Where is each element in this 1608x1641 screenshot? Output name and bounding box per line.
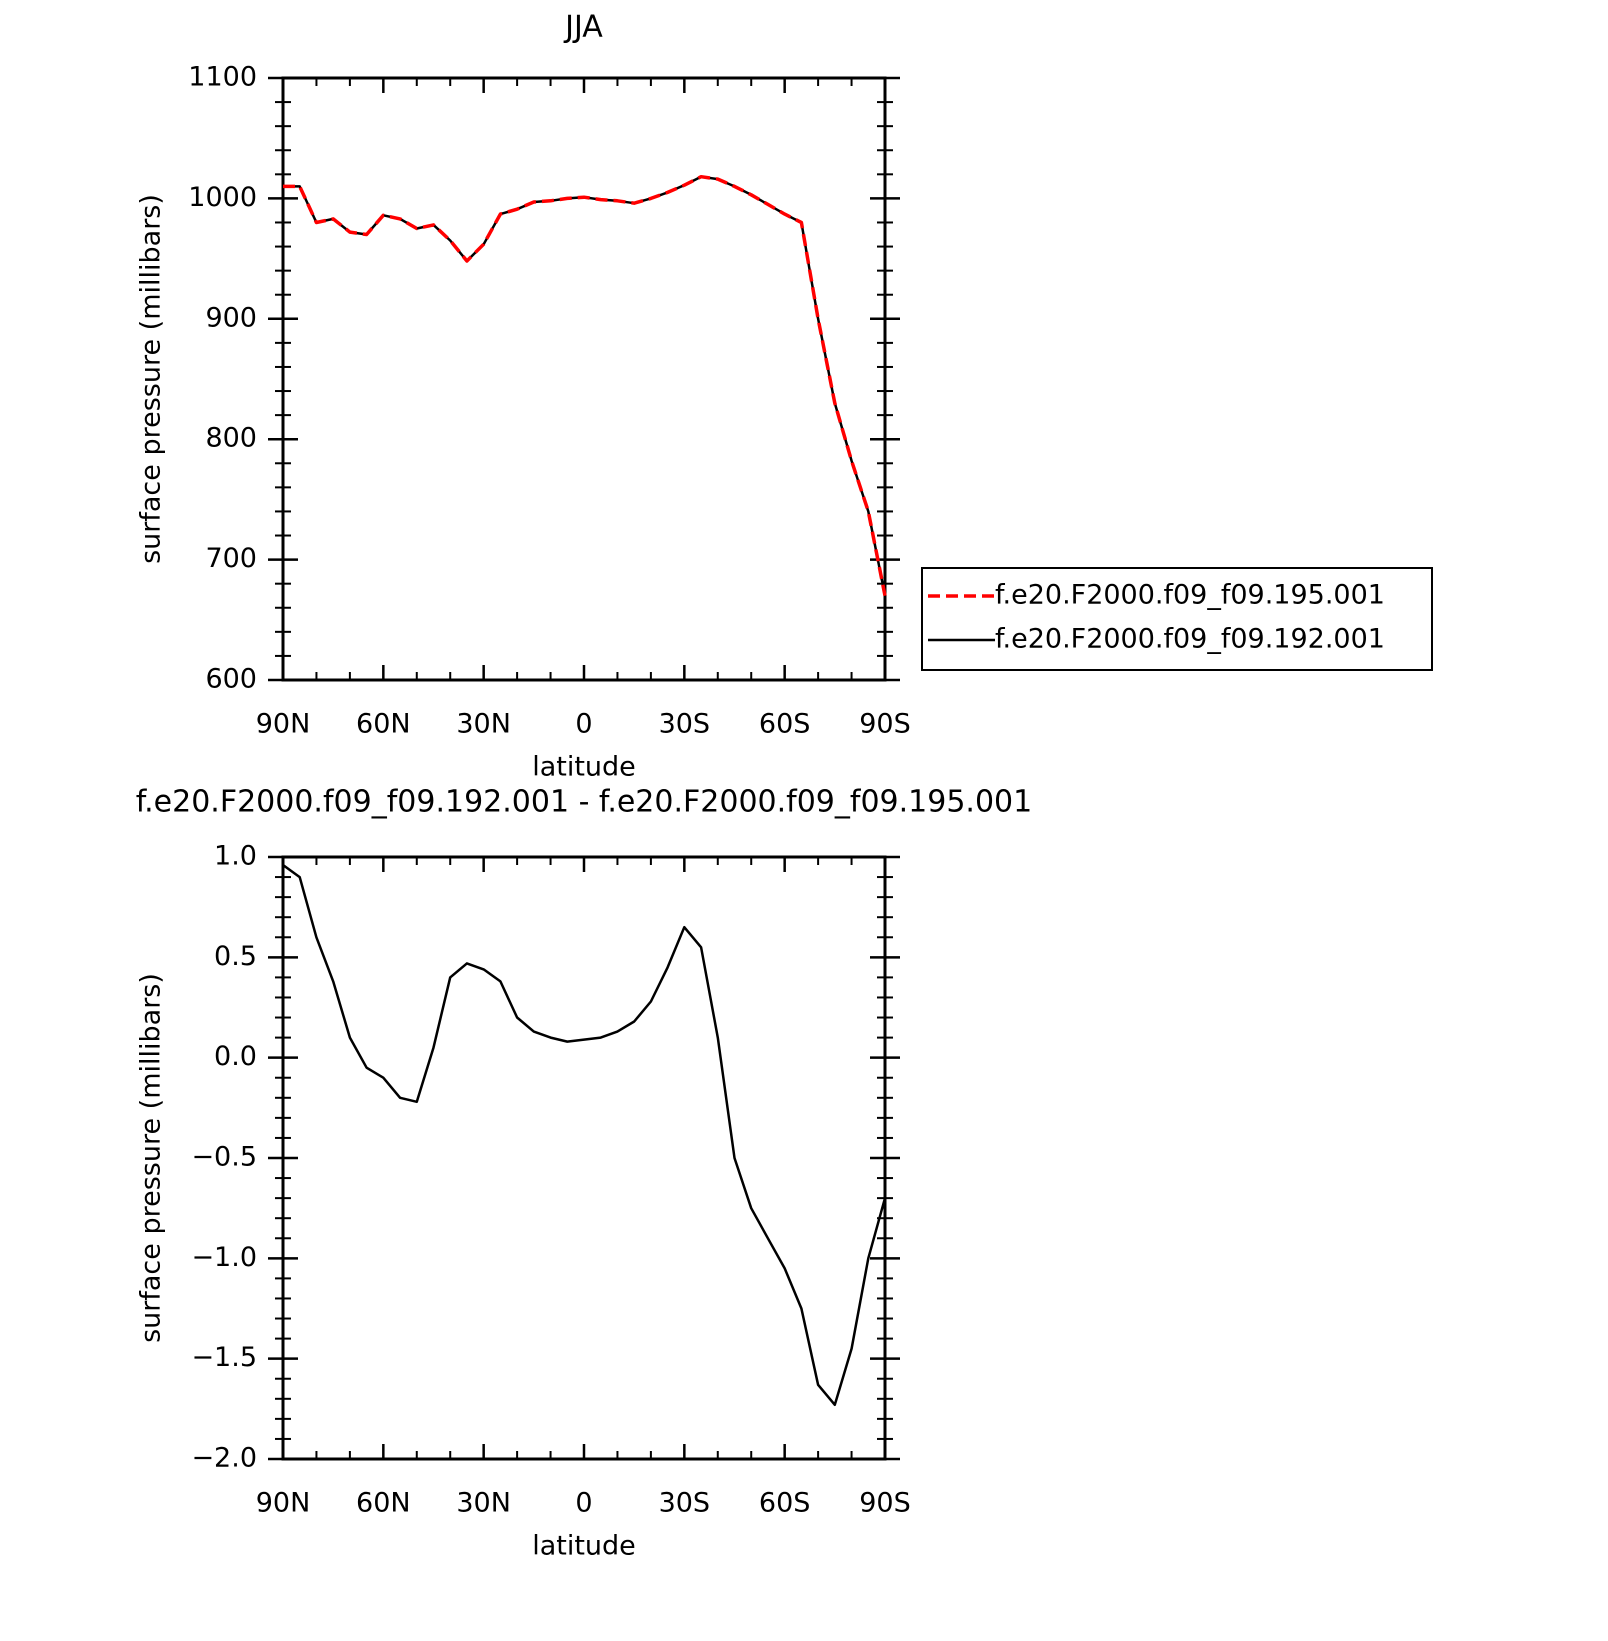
data-line [282, 863, 887, 1407]
x-tick-label: 30S [659, 1488, 711, 1519]
y-tick-label: −1.0 [191, 1242, 257, 1273]
y-tick-label: 1000 [188, 182, 257, 213]
y-tick-label: −0.5 [191, 1142, 257, 1173]
plot-frame [281, 76, 887, 682]
y-tick-label: 0.5 [214, 941, 257, 972]
y-tick-label: −1.5 [191, 1342, 257, 1373]
x-axis-label: latitude [532, 752, 636, 783]
y-tick-label: 0.0 [214, 1041, 257, 1072]
y-axis-label: surface pressure (millibars) [136, 194, 167, 564]
y-tick-label: −2.0 [191, 1443, 257, 1474]
y-tick-label: 600 [205, 664, 257, 695]
x-tick-label: 30N [456, 709, 511, 740]
y-tick-label: 900 [205, 302, 257, 333]
legend-label: f.e20.F2000.f09_f09.195.001 [995, 580, 1385, 611]
x-tick-label: 90N [256, 709, 311, 740]
y-tick-label: 1.0 [214, 841, 257, 872]
legend-box [921, 567, 1433, 671]
y-tick-label: 700 [205, 543, 257, 574]
x-tick-label: 0 [575, 709, 592, 740]
y-tick-label: 1100 [188, 62, 257, 93]
legend-label: f.e20.F2000.f09_f09.192.001 [995, 624, 1385, 655]
x-tick-label: 90N [256, 1488, 311, 1519]
y-axis-label: surface pressure (millibars) [136, 973, 167, 1343]
x-axis-label: latitude [532, 1531, 636, 1562]
x-tick-label: 60S [759, 1488, 811, 1519]
chart-title: f.e20.F2000.f09_f09.192.001 - f.e20.F200… [136, 785, 1032, 820]
x-tick-label: 60N [356, 709, 411, 740]
x-tick-label: 30S [659, 709, 711, 740]
x-tick-label: 60N [356, 1488, 411, 1519]
x-tick-label: 60S [759, 709, 811, 740]
x-tick-label: 90S [859, 1488, 911, 1519]
chart-title: JJA [563, 10, 603, 45]
x-tick-label: 30N [456, 1488, 511, 1519]
x-tick-label: 90S [859, 709, 911, 740]
plot-frame [281, 855, 887, 1461]
data-line [283, 175, 887, 596]
data-line [283, 174, 887, 597]
x-tick-label: 0 [575, 1488, 592, 1519]
y-tick-label: 800 [205, 423, 257, 454]
